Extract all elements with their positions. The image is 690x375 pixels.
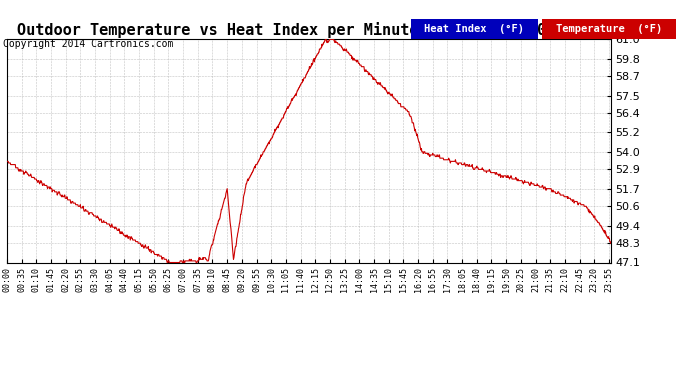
FancyBboxPatch shape — [411, 19, 538, 39]
Text: Heat Index  (°F): Heat Index (°F) — [424, 24, 524, 34]
FancyBboxPatch shape — [542, 19, 676, 39]
Text: Temperature  (°F): Temperature (°F) — [556, 24, 662, 34]
Text: Copyright 2014 Cartronics.com: Copyright 2014 Cartronics.com — [3, 39, 174, 50]
Title: Outdoor Temperature vs Heat Index per Minute (24 Hours) 20141020: Outdoor Temperature vs Heat Index per Mi… — [17, 22, 601, 38]
